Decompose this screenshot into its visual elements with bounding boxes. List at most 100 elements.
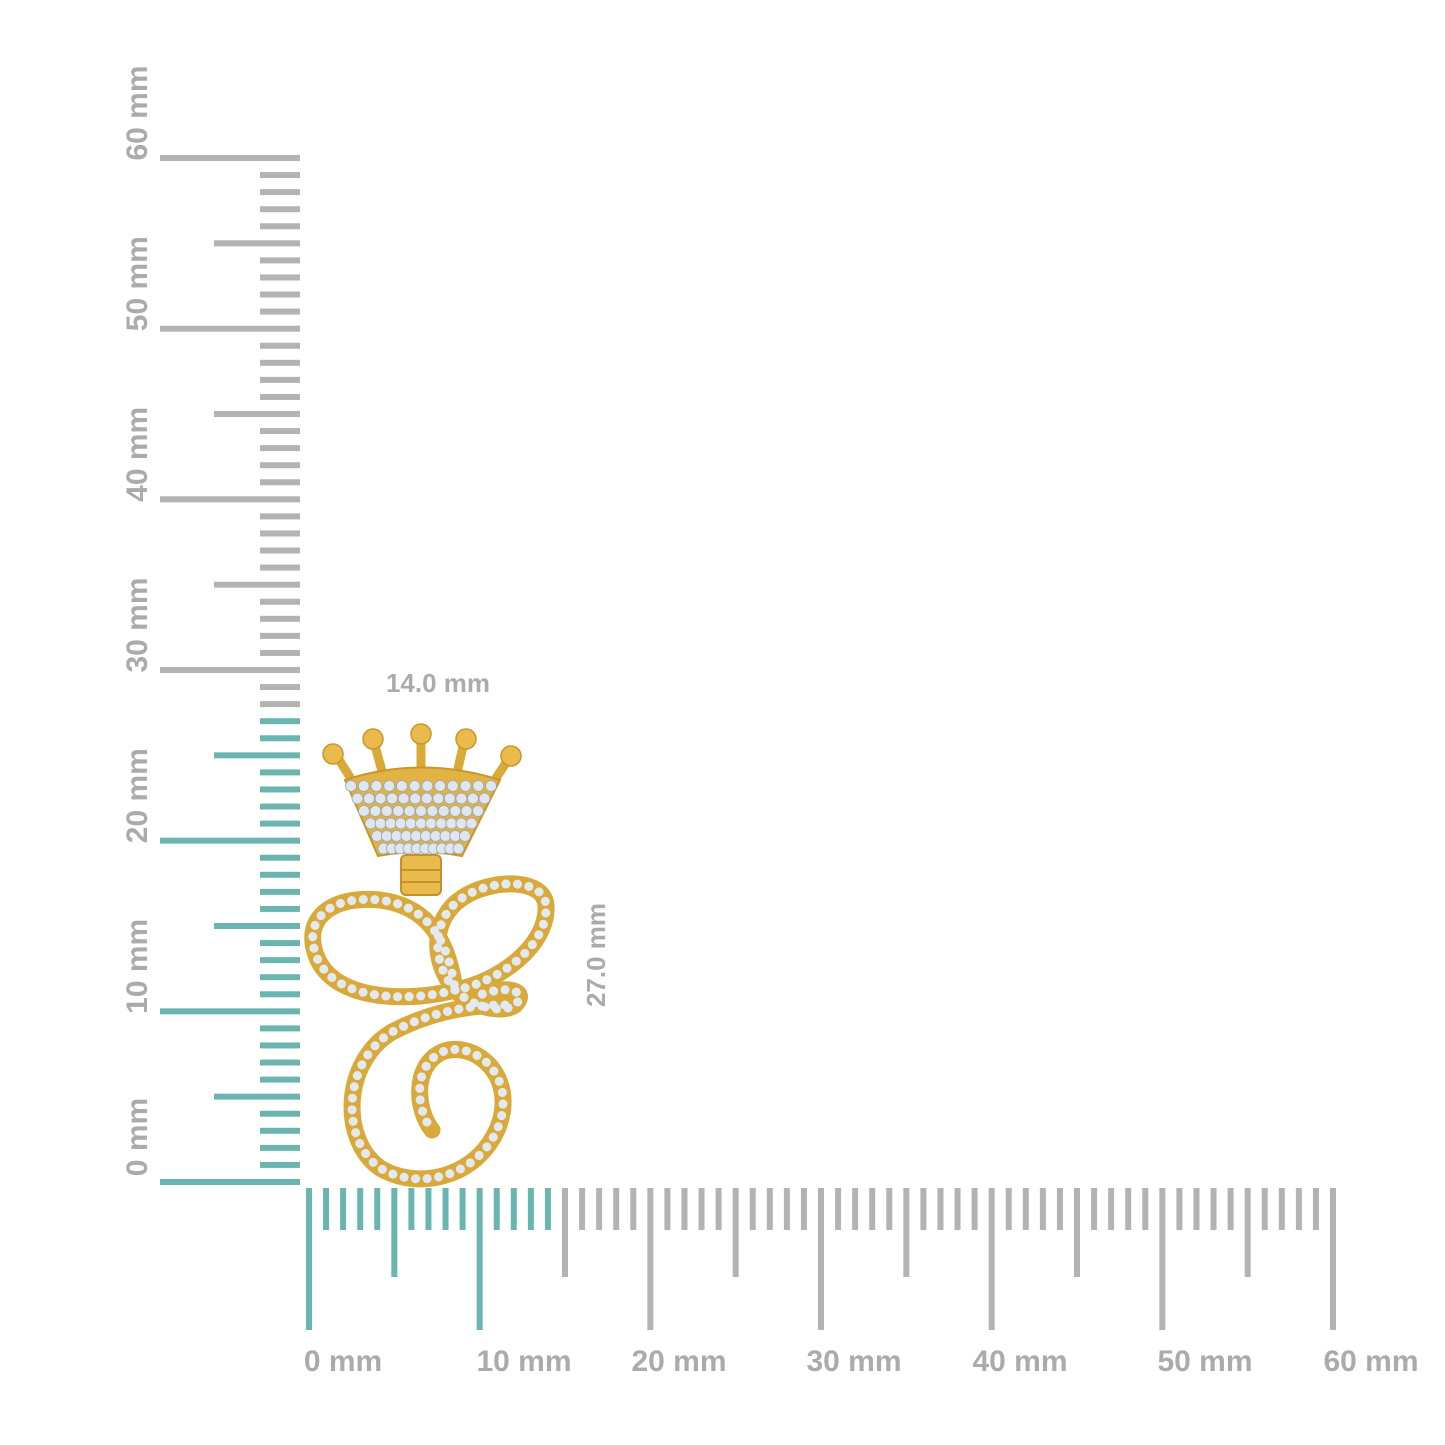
diamond	[403, 805, 416, 817]
ruler-tick	[260, 888, 300, 895]
ruler-tick	[260, 479, 300, 486]
ruler-tick	[698, 1188, 705, 1230]
height-dimension-label: 27.0 mm	[581, 903, 611, 1007]
ruler-tick	[160, 667, 300, 673]
diamond	[408, 780, 421, 792]
ruler-tick	[214, 752, 300, 759]
ruler-tick	[579, 1188, 586, 1230]
diamond	[472, 780, 485, 792]
ruler-tick	[260, 871, 300, 878]
ruler-tick	[214, 923, 300, 929]
ruler-tick	[459, 1188, 466, 1230]
ruler-tick	[937, 1188, 944, 1230]
ruler-tick	[1142, 1188, 1149, 1230]
ruler-tick	[1312, 1188, 1319, 1230]
diamond	[478, 792, 491, 805]
vertical-ruler-labels: 0 mm 10 mm 20 mm 30 mm 40 mm 50 mm 60 mm	[121, 65, 154, 1176]
diamond	[371, 830, 383, 842]
ruler-tick	[260, 172, 300, 179]
ruler-tick	[260, 649, 300, 656]
diamond	[455, 792, 468, 805]
ruler-tick	[425, 1188, 432, 1230]
ruler-tick	[1227, 1188, 1234, 1230]
diamond	[410, 830, 423, 842]
diamond	[415, 805, 427, 817]
diamond	[435, 817, 448, 830]
diamond	[429, 830, 442, 842]
ruler-tick	[260, 206, 300, 213]
ruler-tick	[391, 1188, 398, 1277]
diamond	[363, 792, 375, 805]
ruler-tick	[260, 1042, 300, 1049]
diamond	[443, 792, 456, 805]
ruler-tick	[260, 564, 300, 571]
diamond	[380, 830, 393, 842]
ruler-tick	[1005, 1188, 1012, 1230]
ruler-tick	[260, 530, 300, 537]
diamond	[420, 792, 433, 805]
ruler-tick	[260, 632, 300, 639]
ruler-tick	[1125, 1188, 1132, 1230]
diamond	[432, 792, 445, 805]
diamond	[345, 780, 357, 792]
diamond	[404, 817, 417, 830]
ruler-tick	[954, 1188, 961, 1230]
ruler-tick	[260, 291, 300, 298]
diamond	[449, 805, 462, 817]
ruler-tick	[260, 598, 300, 605]
ruler-tick	[783, 1188, 790, 1230]
ruler-tick	[852, 1188, 859, 1230]
ruler-label: 20 mm	[121, 748, 154, 843]
ruler-tick	[800, 1188, 807, 1230]
ruler-tick	[260, 1144, 300, 1151]
ruler-label: 40 mm	[972, 1345, 1067, 1378]
diamond	[358, 805, 370, 817]
ruler-tick	[260, 1161, 300, 1168]
ruler-tick	[596, 1188, 603, 1230]
diamond	[400, 830, 413, 842]
diamond	[351, 792, 364, 805]
ruler-tick	[260, 803, 300, 810]
diamond	[467, 792, 479, 805]
ruler-tick	[1261, 1188, 1268, 1230]
ruler-tick	[749, 1188, 756, 1230]
ruler-tick	[544, 1188, 551, 1230]
ruler-tick	[260, 1076, 300, 1083]
ruler-tick	[260, 1110, 300, 1117]
ruler-tick	[1295, 1188, 1302, 1230]
pendant-image	[313, 723, 546, 1179]
diamond	[455, 817, 468, 830]
ruler-tick	[260, 905, 300, 912]
horizontal-ruler-labels: 0 mm 10 mm 20 mm 30 mm 40 mm 50 mm 60 mm	[304, 1345, 1419, 1378]
ruler-tick	[340, 1188, 347, 1230]
ruler-tick	[260, 257, 300, 264]
diamond	[459, 780, 472, 792]
ruler-tick	[260, 769, 300, 776]
diamond	[419, 830, 432, 842]
diamond	[425, 817, 438, 830]
ruler-tick	[357, 1188, 364, 1230]
diamond	[392, 805, 405, 817]
ruler-label: 10 mm	[476, 1345, 571, 1378]
ruler-tick	[1330, 1188, 1336, 1330]
ruler-tick	[260, 735, 300, 742]
diamond	[421, 780, 434, 792]
diamond	[439, 830, 452, 842]
ruler-label: 50 mm	[1157, 1345, 1252, 1378]
ruler-tick	[613, 1188, 620, 1230]
ruler-label: 0 mm	[304, 1345, 382, 1378]
diamond	[394, 817, 407, 830]
ruler-label: 0 mm	[121, 1098, 154, 1176]
ruler-tick	[1056, 1188, 1063, 1230]
ruler-tick	[766, 1188, 773, 1230]
ruler-tick	[260, 615, 300, 622]
ruler-tick	[260, 223, 300, 230]
ruler-tick	[260, 428, 300, 435]
diamond	[446, 780, 459, 792]
ruler-tick	[323, 1188, 330, 1230]
script-letter	[313, 884, 546, 1179]
diamond	[472, 805, 484, 817]
horizontal-ruler	[306, 1188, 1336, 1330]
ruler-tick	[260, 940, 300, 947]
ruler-tick	[920, 1188, 927, 1230]
